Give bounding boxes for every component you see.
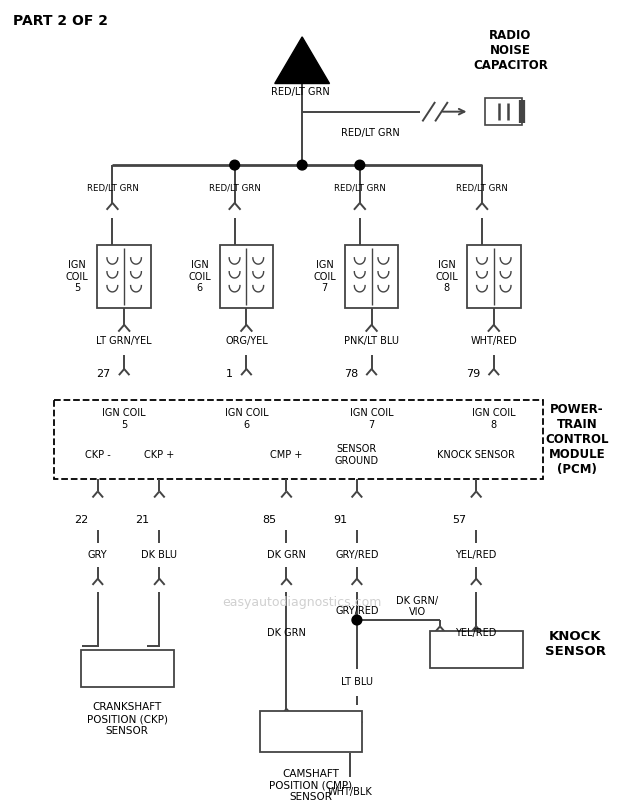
Text: 21: 21: [135, 515, 150, 525]
Text: YEL/RED: YEL/RED: [455, 628, 497, 638]
Text: RED/LT GRN: RED/LT GRN: [271, 87, 329, 98]
Polygon shape: [275, 37, 329, 83]
Text: DK BLU: DK BLU: [142, 550, 177, 560]
Text: PNK/LT BLU: PNK/LT BLU: [344, 336, 399, 346]
Text: DK GRN: DK GRN: [267, 628, 306, 638]
Text: SENSOR
GROUND: SENSOR GROUND: [335, 444, 379, 466]
Text: IGN COIL
7: IGN COIL 7: [350, 408, 394, 430]
Text: A: A: [296, 58, 308, 74]
Circle shape: [355, 160, 365, 170]
Text: YEL/RED: YEL/RED: [455, 550, 497, 560]
Text: DK GRN: DK GRN: [267, 550, 306, 560]
Text: GRY/RED: GRY/RED: [335, 606, 379, 616]
Bar: [467, 245, 521, 308]
Text: PART 2 OF 2: PART 2 OF 2: [13, 14, 108, 27]
Text: CRANKSHAFT
POSITION (CKP)
SENSOR: CRANKSHAFT POSITION (CKP) SENSOR: [87, 702, 167, 736]
Circle shape: [352, 615, 362, 625]
Text: LT BLU: LT BLU: [341, 677, 373, 687]
Text: RED/LT GRN: RED/LT GRN: [334, 184, 386, 193]
Text: IGN COIL
8: IGN COIL 8: [472, 408, 515, 430]
Bar: [345, 245, 399, 308]
Text: KNOCK
SENSOR: KNOCK SENSOR: [544, 630, 606, 658]
Text: RED/LT GRN: RED/LT GRN: [209, 184, 261, 193]
Text: 1: 1: [226, 370, 233, 379]
Bar: [54, 399, 543, 479]
Text: 85: 85: [263, 515, 277, 525]
Text: 22: 22: [74, 515, 88, 525]
Bar: [219, 245, 273, 308]
Text: RED/LT GRN: RED/LT GRN: [456, 184, 508, 193]
Bar: [81, 650, 174, 687]
Text: 79: 79: [466, 370, 480, 379]
Circle shape: [297, 160, 307, 170]
Text: IGN
COIL
5: IGN COIL 5: [66, 260, 88, 294]
Text: IGN COIL
6: IGN COIL 6: [224, 408, 268, 430]
Text: ORG/YEL: ORG/YEL: [225, 336, 268, 346]
Text: IGN COIL
5: IGN COIL 5: [103, 408, 146, 430]
Bar: [430, 630, 523, 668]
Text: LT GRN/YEL: LT GRN/YEL: [96, 336, 152, 346]
Text: POWER-
TRAIN
CONTROL
MODULE
(PCM): POWER- TRAIN CONTROL MODULE (PCM): [545, 403, 609, 476]
Text: GRY: GRY: [88, 550, 108, 560]
Text: CKP +: CKP +: [144, 450, 174, 460]
Text: CMP +: CMP +: [270, 450, 303, 460]
Text: CAMSHAFT
POSITION (CMP)
SENSOR: CAMSHAFT POSITION (CMP) SENSOR: [269, 769, 352, 800]
Circle shape: [230, 160, 240, 170]
Text: GRY/RED: GRY/RED: [335, 550, 379, 560]
Text: RADIO
NOISE
CAPACITOR: RADIO NOISE CAPACITOR: [473, 29, 548, 72]
Bar: [485, 98, 522, 126]
Text: WHT/RED: WHT/RED: [470, 336, 517, 346]
Text: easyautodiagnostics.com: easyautodiagnostics.com: [222, 595, 382, 609]
Text: CKP -: CKP -: [85, 450, 111, 460]
Text: RED/LT GRN: RED/LT GRN: [341, 128, 400, 138]
Text: WHT/BLK: WHT/BLK: [328, 787, 373, 797]
Text: KNOCK SENSOR: KNOCK SENSOR: [438, 450, 515, 460]
Text: 78: 78: [344, 370, 358, 379]
Text: IGN
COIL
7: IGN COIL 7: [313, 260, 336, 294]
Text: RED/LT GRN: RED/LT GRN: [87, 184, 138, 193]
Text: DK GRN/
VIO: DK GRN/ VIO: [396, 596, 438, 618]
Text: 57: 57: [452, 515, 467, 525]
Text: IGN
COIL
8: IGN COIL 8: [436, 260, 458, 294]
Text: IGN
COIL
6: IGN COIL 6: [188, 260, 211, 294]
Bar: [260, 711, 362, 752]
Bar: [97, 245, 151, 308]
Text: 27: 27: [96, 370, 111, 379]
Text: 91: 91: [333, 515, 347, 525]
